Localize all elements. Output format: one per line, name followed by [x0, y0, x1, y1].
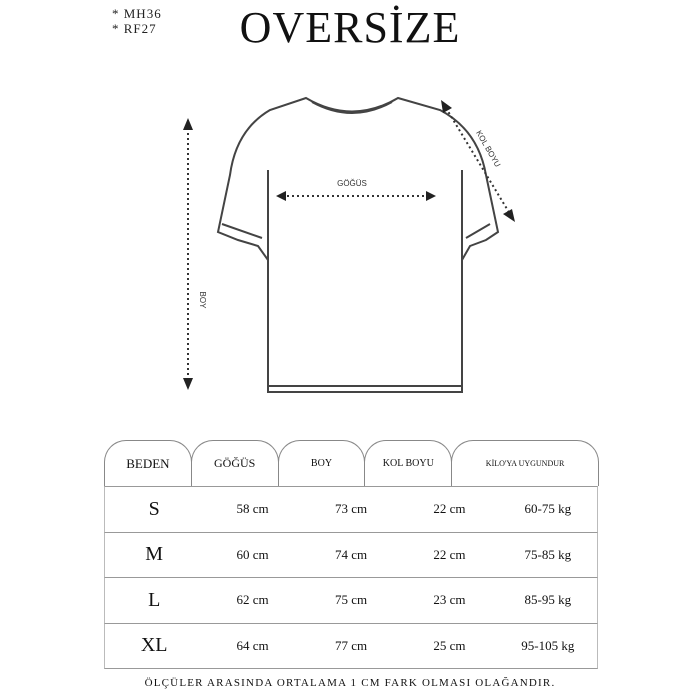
header-weight: KİLO'YA UYGUNDUR	[451, 440, 599, 486]
cell-sleeve: 22 cm	[433, 546, 466, 562]
cell-chest: 58 cm	[236, 501, 269, 517]
size-table: BEDEN GÖĞÜS BOY KOL BOYU KİLO'YA UYGUNDU…	[104, 440, 599, 669]
cell-size: S	[148, 497, 160, 520]
tshirt-outline	[216, 96, 500, 393]
table-row: M 60 cm 74 cm 22 cm 75-85 kg	[104, 531, 598, 577]
code-2: * RF27	[112, 21, 157, 36]
header-chest: GÖĞÜS	[190, 440, 279, 486]
cell-weight: 85-95 kg	[524, 592, 572, 608]
cell-chest: 62 cm	[236, 592, 269, 608]
cell-chest: 64 cm	[236, 637, 269, 653]
cell-weight: 95-105 kg	[521, 637, 575, 653]
header-sleeve: KOL BOYU	[364, 440, 453, 486]
cell-weight: 60-75 kg	[524, 501, 572, 517]
cell-size: XL	[140, 634, 168, 657]
table-row: S 58 cm 73 cm 22 cm 60-75 kg	[104, 486, 598, 532]
header-size: BEDEN	[104, 440, 192, 486]
cell-sleeve: 23 cm	[433, 592, 466, 608]
cell-length: 75 cm	[334, 592, 368, 608]
table-header: BEDEN GÖĞÜS BOY KOL BOYU KİLO'YA UYGUNDU…	[104, 440, 599, 486]
cell-length: 73 cm	[334, 501, 368, 517]
cell-length: 77 cm	[334, 637, 368, 653]
table-row: XL 64 cm 77 cm 25 cm 95-105 kg	[104, 622, 598, 669]
code-1: * MH36	[112, 6, 162, 21]
cell-sleeve: 25 cm	[433, 637, 466, 653]
cell-size: M	[145, 543, 164, 566]
product-codes: * MH36 * RF27	[112, 6, 162, 36]
table-row: L 62 cm 75 cm 23 cm 85-95 kg	[104, 577, 598, 623]
cell-chest: 60 cm	[236, 546, 269, 562]
tshirt-diagram: GÖĞÜS BOY KOL BOYU	[183, 96, 515, 393]
cell-sleeve: 22 cm	[433, 501, 466, 517]
cell-size: L	[148, 588, 161, 611]
footer-note: ÖLÇÜLER ARASINDA ORTALAMA 1 CM FARK OLMA…	[144, 677, 556, 689]
chest-label: GÖĞÜS	[337, 179, 367, 188]
cell-weight: 75-85 kg	[524, 546, 572, 562]
header-length: BOY	[277, 440, 366, 486]
cell-length: 74 cm	[334, 546, 368, 562]
length-label: BOY	[198, 292, 207, 310]
page-title: OVERSİZE	[239, 3, 461, 52]
